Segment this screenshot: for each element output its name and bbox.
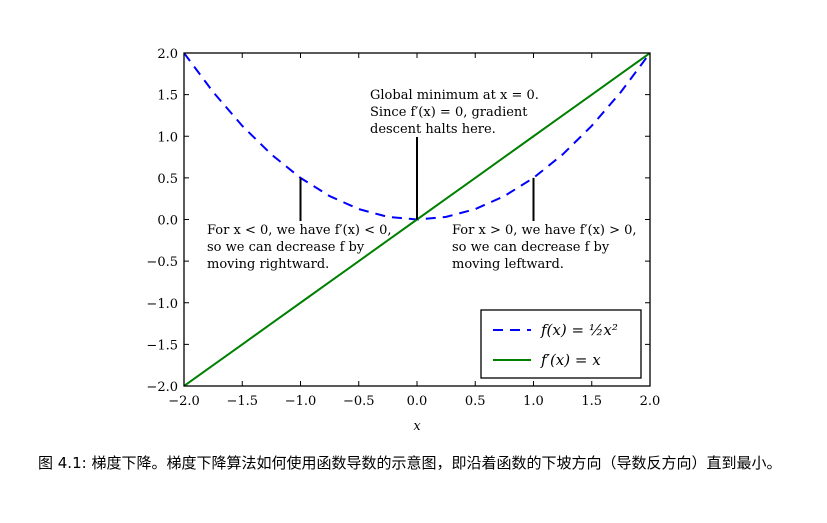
- x-tick-label: 1.5: [581, 394, 602, 409]
- x-axis-label: x: [413, 419, 421, 434]
- y-tick-label: 2.0: [157, 47, 178, 62]
- x-tick-label: −0.5: [343, 394, 375, 409]
- x-tick-label: 2.0: [640, 394, 661, 409]
- figure-caption: 图 4.1: 梯度下降。梯度下降算法如何使用函数导数的示意图，即沿着函数的下坡方…: [38, 454, 782, 472]
- x-tick-label: 0.5: [465, 394, 486, 409]
- legend-label-2: f′(x) = x: [540, 351, 601, 369]
- annotation-minimum-line1: Global minimum at x = 0.: [370, 88, 539, 103]
- y-tick-label: 1.5: [157, 89, 178, 104]
- annotation-right-line1: For x > 0, we have f′(x) > 0,: [452, 223, 637, 238]
- y-tick-label: 0.0: [157, 214, 178, 229]
- annotation-left-line1: For x < 0, we have f′(x) < 0,: [207, 223, 392, 238]
- y-tick-label: 1.0: [157, 130, 178, 145]
- x-tick-label: 0.0: [407, 394, 428, 409]
- chart: −2.0 −1.5 −1.0 −0.5 0.0 0.5 1.0 1.5 2.0 2.0 1.5 1.0…: [146, 47, 661, 434]
- x-tick-label: −1.5: [226, 394, 258, 409]
- y-tick-label: −0.5: [146, 255, 178, 270]
- y-tick-label: −2.0: [146, 380, 178, 395]
- legend-label-1: f(x) = ½x²: [540, 321, 618, 339]
- y-tick-label: −1.0: [146, 297, 178, 312]
- annotation-minimum-line2: Since f′(x) = 0, gradient: [370, 105, 528, 120]
- y-tick-label: 0.5: [157, 172, 178, 187]
- annotation-left-line2: so we can decrease f by: [207, 240, 365, 255]
- x-tick-label: 1.0: [523, 394, 544, 409]
- annotation-right-line3: moving leftward.: [452, 257, 564, 272]
- annotation-left-line3: moving rightward.: [207, 257, 329, 272]
- legend-box: [480, 309, 642, 379]
- y-tick-label: −1.5: [146, 338, 178, 353]
- x-tick-label: −2.0: [168, 394, 200, 409]
- x-tick-label: −1.0: [285, 394, 317, 409]
- annotation-minimum-line3: descent halts here.: [370, 122, 496, 137]
- annotation-right-line2: so we can decrease f by: [452, 240, 610, 255]
